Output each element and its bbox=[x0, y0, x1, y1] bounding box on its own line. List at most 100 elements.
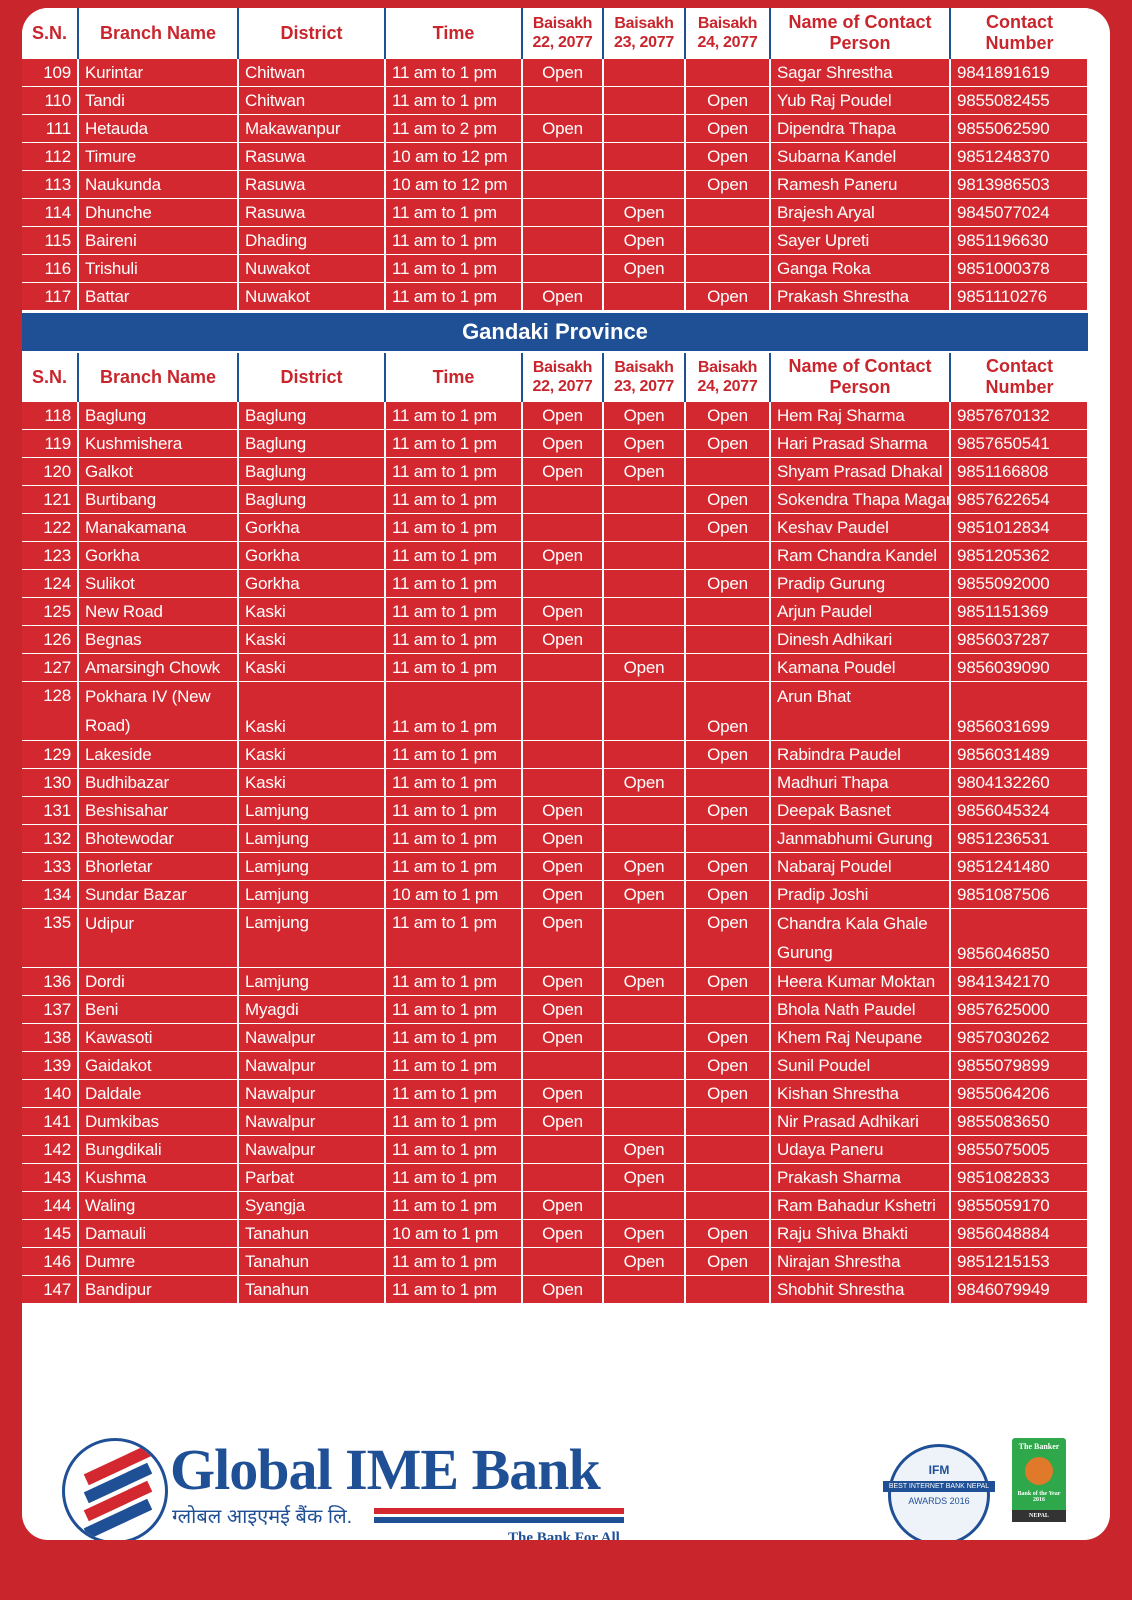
district-cell: Lamjung bbox=[238, 908, 386, 968]
branch-table: S.N. Branch Name District Time Baisakh 22, 2… bbox=[22, 353, 1089, 1304]
contact-number-cell: 9804132260 bbox=[950, 768, 1089, 797]
day2-status-cell bbox=[603, 681, 686, 741]
time-cell: 11 am to 1 pm bbox=[385, 254, 523, 283]
table-row: 120 Galkot Baglung 11 am to 1 pm Open Open Shy… bbox=[22, 457, 1089, 486]
district-cell: Tanahun bbox=[238, 1219, 386, 1248]
contact-person-cell: Sayer Upreti bbox=[770, 226, 951, 255]
branch-name-cell: Dordi bbox=[78, 967, 239, 996]
district-cell: Tanahun bbox=[238, 1275, 386, 1304]
day3-status-cell: Open bbox=[685, 796, 771, 825]
branch-name-cell: Beshisahar bbox=[78, 796, 239, 825]
day2-status-cell bbox=[603, 1275, 686, 1304]
contact-person-cell: Dipendra Thapa bbox=[770, 114, 951, 143]
contact-person-cell: Ram Bahadur Kshetri bbox=[770, 1191, 951, 1220]
district-cell: Kaski bbox=[238, 681, 386, 741]
time-cell: 11 am to 1 pm bbox=[385, 485, 523, 514]
sn-cell: 128 bbox=[22, 681, 79, 741]
sn-cell: 126 bbox=[22, 625, 79, 654]
time-cell: 10 am to 12 pm bbox=[385, 142, 523, 171]
day2-status-cell: Open bbox=[603, 880, 686, 909]
day2-status-cell bbox=[603, 824, 686, 853]
contact-person-cell: Pradip Joshi bbox=[770, 880, 951, 909]
branch-name-cell: Kawasoti bbox=[78, 1023, 239, 1052]
day2-status-cell: Open bbox=[603, 198, 686, 227]
table-row: 129 Lakeside Kaski 11 am to 1 pm Open Rabindr… bbox=[22, 740, 1089, 769]
table-row: 125 New Road Kaski 11 am to 1 pm Open Arjun P… bbox=[22, 597, 1089, 626]
ifm-award-badge: IFM BEST INTERNET BANK NEPAL AWARDS 2016 bbox=[883, 1444, 995, 1540]
contact-number-cell: 9851241480 bbox=[950, 852, 1089, 881]
column-header: Contact Number bbox=[949, 353, 1088, 402]
district-cell: Gorkha bbox=[238, 569, 386, 598]
table-row: 123 Gorkha Gorkha 11 am to 1 pm Open Ram Chan… bbox=[22, 541, 1089, 570]
sn-cell: 135 bbox=[22, 908, 79, 968]
contact-person-cell: Nir Prasad Adhikari bbox=[770, 1107, 951, 1136]
day3-status-cell: Open bbox=[685, 1023, 771, 1052]
contact-number-cell: 9841891619 bbox=[950, 58, 1089, 87]
day1-status-cell: Open bbox=[522, 796, 604, 825]
contact-number-cell: 9857625000 bbox=[950, 995, 1089, 1024]
branch-name-cell: Bhotewodar bbox=[78, 824, 239, 853]
sn-cell: 131 bbox=[22, 796, 79, 825]
sn-cell: 140 bbox=[22, 1079, 79, 1108]
district-cell: Baglung bbox=[238, 457, 386, 486]
day1-status-cell: Open bbox=[522, 1023, 604, 1052]
sn-cell: 141 bbox=[22, 1107, 79, 1136]
day3-status-cell bbox=[685, 1135, 771, 1164]
sn-cell: 127 bbox=[22, 653, 79, 682]
branch-name-cell: Beni bbox=[78, 995, 239, 1024]
branch-name-cell: Baglung bbox=[78, 401, 239, 430]
day3-status-cell bbox=[685, 768, 771, 797]
contact-number-cell: 9856037287 bbox=[950, 625, 1089, 654]
time-cell: 11 am to 1 pm bbox=[385, 824, 523, 853]
branch-name-cell: Gorkha bbox=[78, 541, 239, 570]
branch-name-cell: Kushmishera bbox=[78, 429, 239, 458]
column-header: Contact Number bbox=[949, 8, 1088, 59]
day2-status-cell bbox=[603, 485, 686, 514]
branch-name-cell: Damauli bbox=[78, 1219, 239, 1248]
contact-number-cell: 9845077024 bbox=[950, 198, 1089, 227]
district-cell: Rasuwa bbox=[238, 142, 386, 171]
time-cell: 11 am to 1 pm bbox=[385, 681, 523, 741]
contact-person-cell: Janmabhumi Gurung bbox=[770, 824, 951, 853]
district-cell: Lamjung bbox=[238, 880, 386, 909]
branch-table: S.N. Branch Name District Time Baisakh 22, 2… bbox=[22, 8, 1089, 311]
branch-name-cell: Daldale bbox=[78, 1079, 239, 1108]
time-cell: 11 am to 1 pm bbox=[385, 282, 523, 311]
day1-status-cell bbox=[522, 569, 604, 598]
contact-number-cell: 9851110276 bbox=[950, 282, 1089, 311]
tagline: The Bank For All bbox=[508, 1530, 620, 1540]
day3-status-cell bbox=[685, 1107, 771, 1136]
day2-status-cell bbox=[603, 1079, 686, 1108]
district-cell: Lamjung bbox=[238, 824, 386, 853]
day1-status-cell: Open bbox=[522, 625, 604, 654]
table-row: 137 Beni Myagdi 11 am to 1 pm Open Bhola Nath… bbox=[22, 995, 1089, 1024]
time-cell: 11 am to 1 pm bbox=[385, 597, 523, 626]
sn-cell: 130 bbox=[22, 768, 79, 797]
sn-cell: 143 bbox=[22, 1163, 79, 1192]
day3-status-cell: Open bbox=[685, 429, 771, 458]
day1-status-cell: Open bbox=[522, 541, 604, 570]
branch-name-cell: Bandipur bbox=[78, 1275, 239, 1304]
sn-cell: 109 bbox=[22, 58, 79, 87]
time-cell: 11 am to 1 pm bbox=[385, 1079, 523, 1108]
time-cell: 11 am to 1 pm bbox=[385, 796, 523, 825]
day1-status-cell: Open bbox=[522, 429, 604, 458]
day2-status-cell bbox=[603, 58, 686, 87]
day1-status-cell: Open bbox=[522, 114, 604, 143]
branch-name-cell: Bhorletar bbox=[78, 852, 239, 881]
time-cell: 11 am to 1 pm bbox=[385, 967, 523, 996]
table-row: 122 Manakamana Gorkha 11 am to 1 pm Open Kesh… bbox=[22, 513, 1089, 542]
the-banker-award-badge: The Banker Bank of the Year 2016 NEPAL bbox=[1012, 1438, 1066, 1522]
contact-number-cell: 9856039090 bbox=[950, 653, 1089, 682]
branch-name-cell: Sulikot bbox=[78, 569, 239, 598]
table-row: 147 Bandipur Tanahun 11 am to 1 pm Open Shobh… bbox=[22, 1275, 1089, 1304]
column-header: Branch Name bbox=[77, 8, 238, 59]
branch-name-cell: Trishuli bbox=[78, 254, 239, 283]
district-cell: Kaski bbox=[238, 597, 386, 626]
district-cell: Syangja bbox=[238, 1191, 386, 1220]
day3-status-cell bbox=[685, 1163, 771, 1192]
day1-status-cell: Open bbox=[522, 1107, 604, 1136]
contact-number-cell: 9851000378 bbox=[950, 254, 1089, 283]
contact-person-cell: Sunil Poudel bbox=[770, 1051, 951, 1080]
contact-person-cell: Prakash Sharma bbox=[770, 1163, 951, 1192]
